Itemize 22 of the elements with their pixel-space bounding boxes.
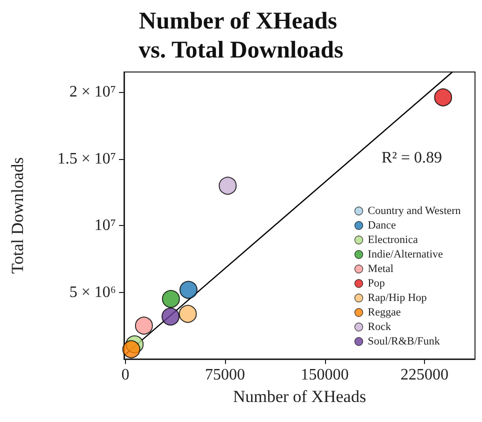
y-tick-label: 10⁷ [94, 217, 116, 234]
legend-label: Rap/Hip Hop [368, 292, 428, 304]
legend-label: Pop [368, 278, 386, 290]
x-tick-label: 75000 [205, 366, 246, 384]
y-axis-title: Total Downloads [8, 157, 27, 274]
legend-label: Reggae [368, 306, 401, 318]
legend-label: Rock [368, 321, 392, 333]
y-tick-label: 2 × 10⁷ [69, 84, 116, 101]
legend-label: Metal [368, 263, 394, 275]
legend-label: Electronica [368, 234, 418, 246]
legend-label: Indie/Alternative [368, 248, 444, 260]
x-axis-title: Number of XHeads [232, 386, 366, 406]
legend-label: Country and Western [368, 205, 462, 217]
chart-title: Number of XHeads vs. Total Downloads [138, 8, 344, 64]
legend-label: Soul/R&B/Funk [368, 336, 440, 348]
x-tick-label: 150000 [300, 366, 349, 384]
x-tick-label: 225000 [400, 366, 448, 384]
legend-label: Dance [368, 220, 396, 232]
x-tick-label: 0 [121, 366, 130, 384]
annotation: R² = 0.89 [382, 150, 442, 166]
y-tick-label: 5 × 10⁶ [69, 284, 116, 301]
y-tick-label: 1.5 × 10⁷ [57, 150, 116, 168]
